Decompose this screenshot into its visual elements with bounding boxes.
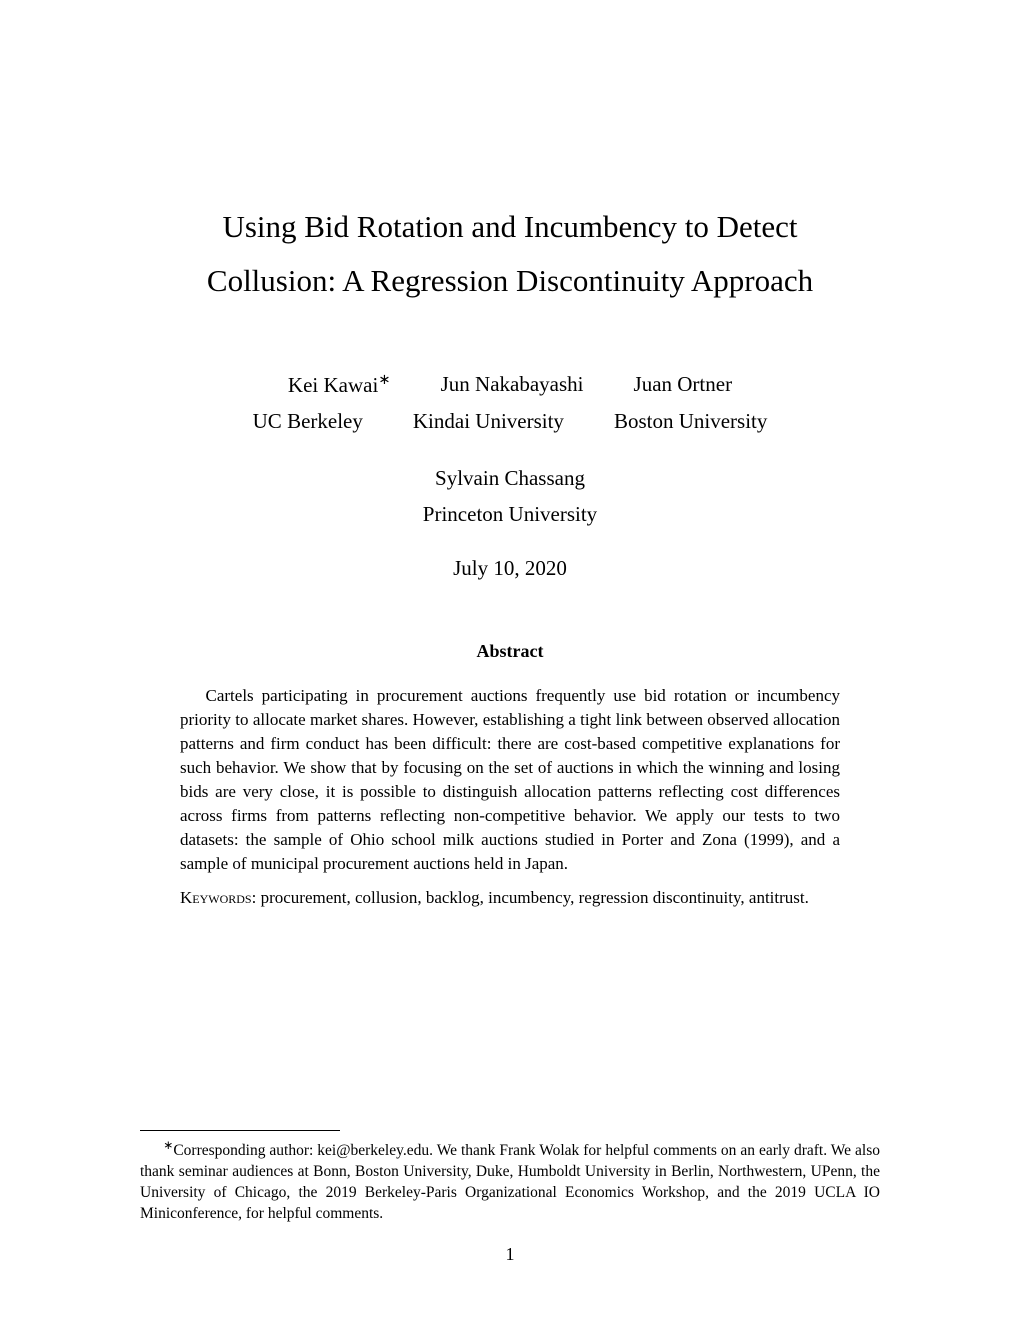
footnote-rule: [140, 1130, 340, 1131]
page-container: Using Bid Rotation and Incumbency to Det…: [0, 0, 1020, 1320]
author-name-3: Juan Ortner: [634, 369, 733, 402]
paper-title: Using Bid Rotation and Incumbency to Det…: [140, 200, 880, 309]
author-row-1: Kei Kawai∗ Jun Nakabayashi Juan Ortner U…: [140, 369, 880, 438]
author-affil-4: Princeton University: [423, 499, 597, 531]
paper-date: July 10, 2020: [140, 556, 880, 581]
footnote-marker: ∗: [163, 1138, 173, 1152]
author-row-2: Sylvain Chassang Princeton University: [140, 463, 880, 531]
abstract-heading: Abstract: [140, 641, 880, 662]
authors-block: Kei Kawai∗ Jun Nakabayashi Juan Ortner U…: [140, 369, 880, 531]
title-line-1: Using Bid Rotation and Incumbency to Det…: [222, 209, 797, 244]
author-name-2: Jun Nakabayashi: [441, 369, 584, 402]
footnote-text: ∗Corresponding author: kei@berkeley.edu.…: [140, 1137, 880, 1225]
keywords-line: Keywords: procurement, collusion, backlo…: [180, 883, 840, 914]
author-affil-2: Kindai University: [413, 406, 564, 438]
keywords-text: : procurement, collusion, backlog, incum…: [252, 888, 809, 907]
footnote-area: ∗Corresponding author: kei@berkeley.edu.…: [140, 1100, 880, 1225]
title-line-2: Collusion: A Regression Discontinuity Ap…: [207, 263, 813, 298]
author-affil-1: UC Berkeley: [253, 406, 363, 438]
page-number: 1: [0, 1244, 1020, 1265]
abstract-block: Cartels participating in procurement auc…: [180, 684, 840, 914]
author-name-1: Kei Kawai∗: [288, 369, 391, 402]
author-affil-3: Boston University: [614, 406, 767, 438]
author-name-4: Sylvain Chassang: [435, 463, 585, 495]
abstract-text: Cartels participating in procurement auc…: [180, 684, 840, 877]
keywords-label: Keywords: [180, 888, 252, 907]
